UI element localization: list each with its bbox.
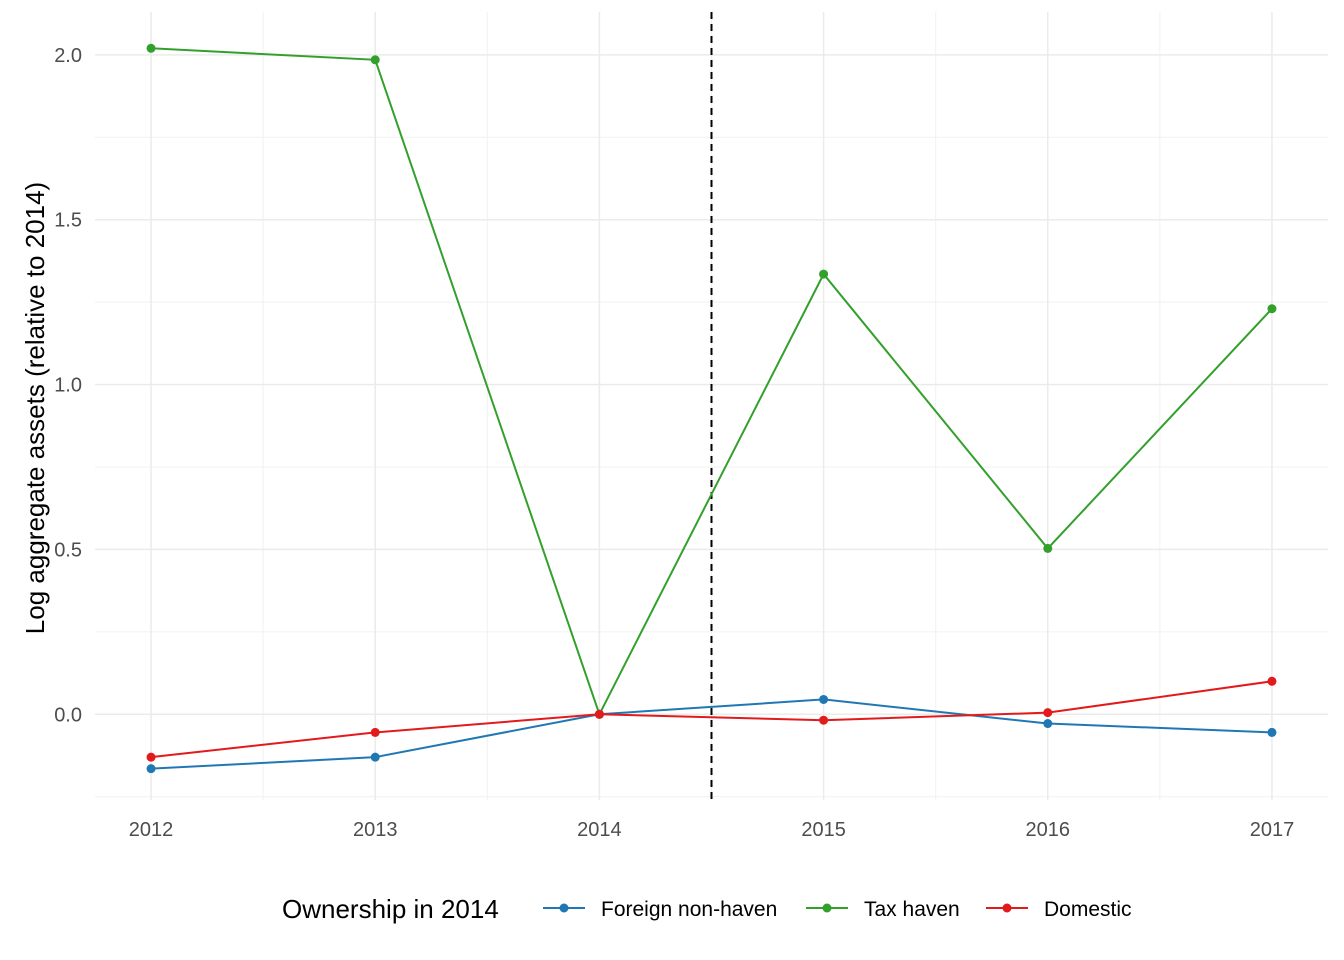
y-tick-label: 0.5: [54, 539, 82, 561]
data-point: [370, 55, 380, 65]
data-point: [1043, 708, 1053, 718]
y-tick-label: 0.0: [54, 704, 82, 726]
legend: Ownership in 2014 Foreign non-haven Tax h…: [282, 894, 1132, 924]
x-tick-label: 2013: [353, 819, 398, 841]
data-point: [819, 694, 829, 704]
data-point: [1267, 727, 1277, 737]
x-tick-label: 2014: [577, 819, 622, 841]
data-point: [594, 709, 604, 719]
data-point: [370, 752, 380, 762]
x-tick-label: 2012: [129, 819, 174, 841]
y-tick-labels: 0.0 0.5 1.0 1.5 2.0: [54, 45, 82, 726]
x-tick-label: 2015: [801, 819, 846, 841]
legend-key-point: [822, 903, 832, 913]
y-axis-title: Log aggregate assets (relative to 2014): [20, 182, 50, 634]
series-line: [150, 698, 1272, 770]
x-tick-label: 2017: [1250, 819, 1295, 841]
series-line: [150, 47, 1273, 717]
minor-gridlines: [95, 12, 1328, 800]
legend-title: Ownership in 2014: [282, 894, 499, 924]
data-point: [1267, 304, 1277, 314]
x-tick-label: 2016: [1026, 819, 1071, 841]
x-tick-labels: 2012 2013 2014 2015 2016 2017: [129, 819, 1294, 841]
legend-label: Foreign non-haven: [601, 898, 777, 921]
data-point: [146, 752, 156, 762]
y-tick-label: 2.0: [54, 45, 82, 67]
y-tick-label: 1.5: [54, 210, 82, 232]
series-line: [150, 680, 1273, 759]
data-point: [819, 269, 829, 279]
series-group: [146, 43, 1277, 774]
legend-key-point: [559, 903, 569, 913]
data-point: [146, 764, 156, 774]
legend-label: Domestic: [1044, 898, 1132, 921]
data-point: [146, 43, 156, 53]
data-point: [1043, 719, 1053, 729]
data-point: [370, 727, 380, 737]
data-point: [1043, 543, 1053, 553]
y-tick-label: 1.0: [54, 375, 82, 397]
legend-label: Tax haven: [864, 898, 960, 921]
data-point: [819, 715, 829, 725]
data-point: [1267, 676, 1277, 686]
legend-key-point: [1002, 903, 1012, 913]
